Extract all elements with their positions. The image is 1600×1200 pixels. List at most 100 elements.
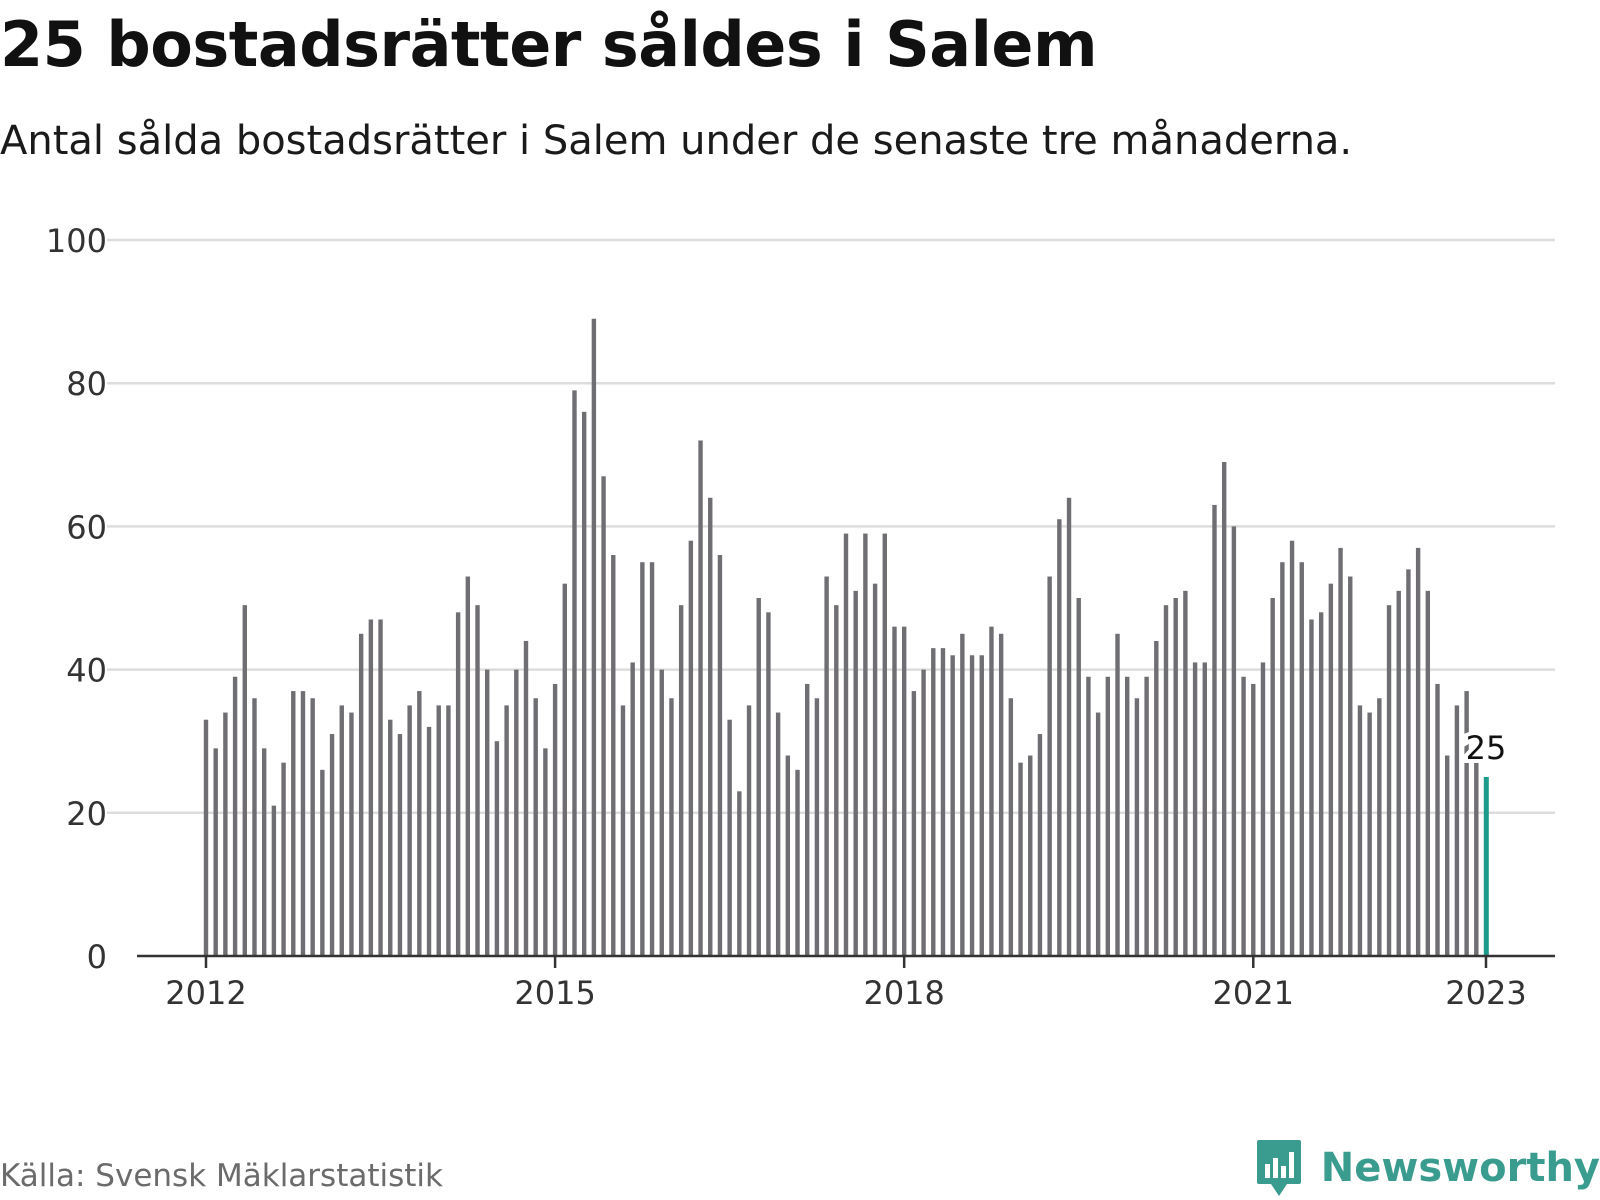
bar [1154,640,1159,956]
bar [349,712,354,956]
bar [805,683,810,956]
bar [717,555,723,956]
bar [562,583,567,956]
bar [1474,762,1479,956]
bar [969,655,975,956]
y-tick-label: 60 [66,508,107,546]
bar [921,669,926,956]
bar [882,533,887,956]
bar [514,669,519,956]
bar [814,698,820,956]
bar [785,755,791,956]
bar [1386,605,1392,956]
bar [766,612,771,956]
bar [834,605,839,956]
bar [1328,583,1334,956]
y-tick-label: 80 [66,365,107,403]
bar [1348,576,1353,956]
bar [455,612,461,956]
bar [989,626,994,956]
bar [1028,755,1033,956]
x-tick-label: 2021 [1213,974,1294,1012]
bar [630,662,635,956]
bar [1309,619,1314,956]
bar [591,318,597,956]
bar [1280,562,1285,956]
bar [1377,698,1382,956]
bar [1144,676,1149,956]
bar [417,691,422,956]
y-tick-label: 0 [87,938,107,976]
bar [756,598,761,956]
bar [931,648,936,956]
bar [407,705,412,956]
y-tick-label: 100 [46,222,107,260]
bar [494,741,500,956]
bar [901,626,907,956]
bar [1299,562,1304,956]
newsworthy-logo-icon [1256,1140,1301,1196]
bar [1008,698,1014,956]
x-tick-label: 2015 [514,974,595,1012]
bar [1231,526,1237,956]
bar [572,390,577,956]
bar [310,698,315,956]
bar [232,676,238,956]
bar [1076,598,1081,956]
bar [1212,504,1217,956]
bar [1260,662,1266,956]
bar [1066,497,1072,956]
bar [872,583,878,956]
bar [611,555,616,956]
x-tick-label: 2023 [1445,974,1526,1012]
bar [824,576,829,956]
bar [223,712,228,956]
bar [1415,547,1421,956]
bar [213,748,218,956]
bar [329,734,335,956]
chart-subtitle: Antal sålda bostadsrätter i Salem under … [0,118,1353,164]
x-tick-label: 2018 [863,974,944,1012]
x-tick-label: 2012 [165,974,246,1012]
bar [320,769,325,956]
bar [581,411,587,957]
bar [795,769,800,956]
bar [775,712,781,956]
bar [504,705,509,956]
source-note: Källa: Svensk Mäklarstatistik [0,1158,443,1194]
bar [1183,590,1188,956]
bar [601,476,606,956]
bar [698,440,703,957]
bar [1357,705,1363,956]
bar [388,719,393,956]
bar [1464,691,1469,956]
bar [669,698,674,956]
bar [426,726,432,956]
bar [1086,676,1091,956]
bar [688,540,694,956]
bar [659,669,664,956]
bar [1241,676,1246,956]
bar [1251,683,1256,956]
bar [1454,705,1460,956]
bar [708,497,713,956]
bar [892,626,897,956]
bar [368,619,374,956]
bar [1289,540,1295,956]
bar [1163,605,1169,956]
y-tick-label: 20 [66,795,107,833]
bar [640,562,645,956]
bar [261,748,267,956]
bar [1018,762,1023,956]
bar [960,633,965,956]
bar [543,748,548,956]
bar [1057,519,1062,956]
bar [271,805,277,956]
bar [1270,598,1275,956]
bar [533,698,538,956]
bar [281,762,286,956]
bar [678,605,684,956]
bar [1173,598,1178,956]
bar [649,562,655,956]
highlight-value-label: 25 [1466,729,1507,767]
